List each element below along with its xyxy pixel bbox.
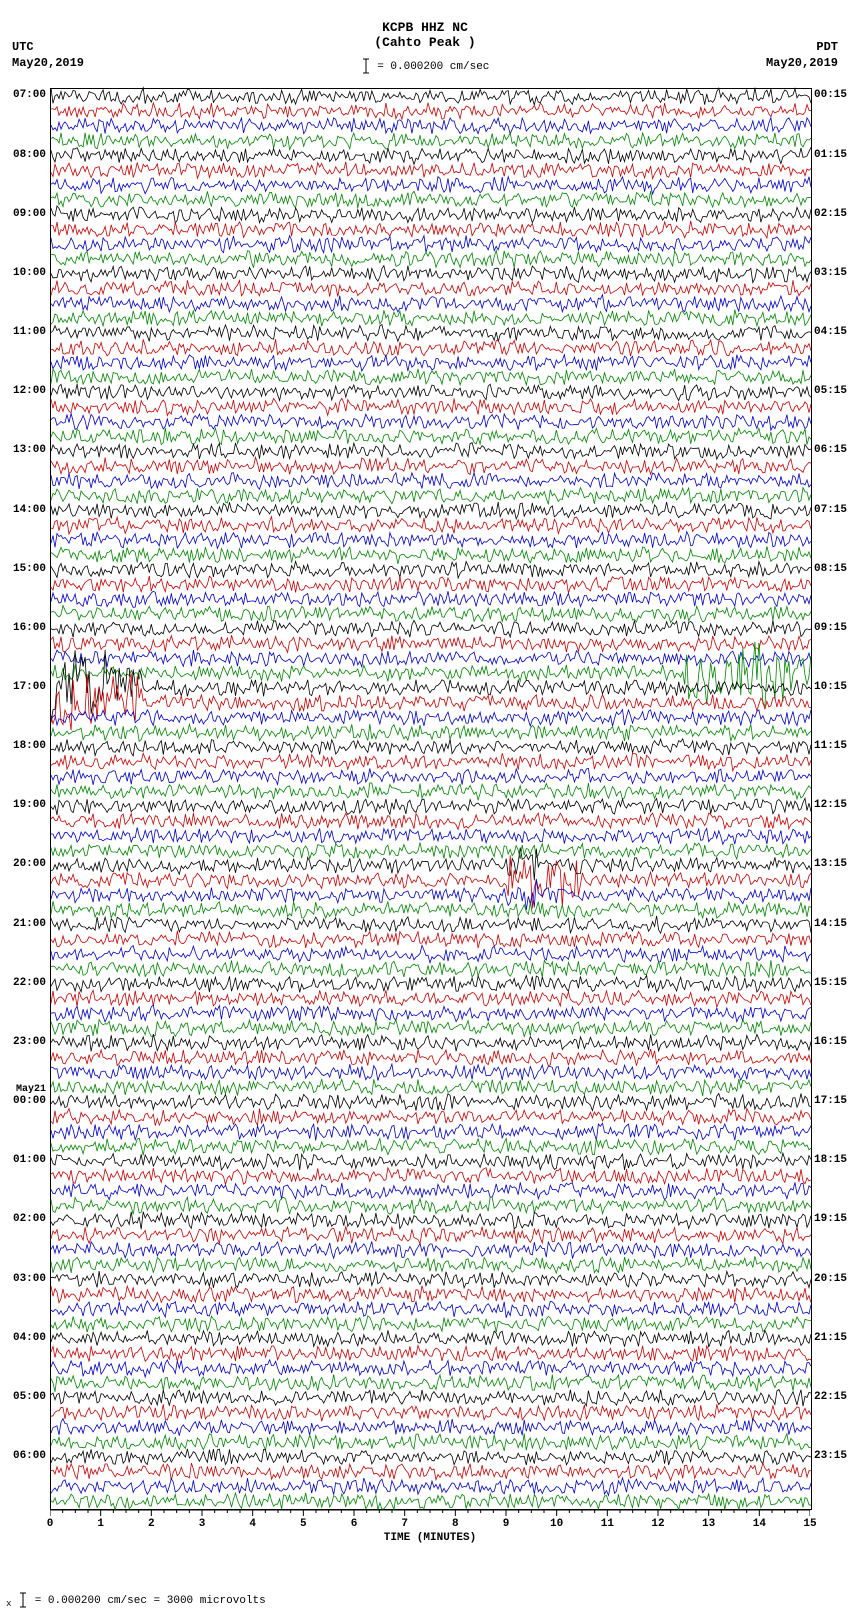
pdt-hour-label: 07:15 (814, 504, 850, 516)
pdt-hour-label: 21:15 (814, 1332, 850, 1344)
scale-text: = 0.000200 cm/sec (377, 61, 489, 73)
date-right: May20,2019 (766, 56, 838, 70)
footer-text: = 0.000200 cm/sec = 3000 microvolts (35, 1595, 266, 1607)
utc-hour-label: 15:00 (4, 563, 46, 575)
x-axis: 0123456789101112131415 TIME (MINUTES) (50, 1510, 810, 1550)
utc-hour-label: 05:00 (4, 1391, 46, 1403)
utc-hour-label: 20:00 (4, 858, 46, 870)
utc-hour-label: 13:00 (4, 444, 46, 456)
pdt-hour-label: 16:15 (814, 1036, 850, 1048)
x-tick-label: 0 (47, 1518, 54, 1530)
scale-bar-icon (361, 58, 371, 74)
utc-hour-label: 17:00 (4, 681, 46, 693)
utc-hour-label: 03:00 (4, 1273, 46, 1285)
x-tick-label: 12 (651, 1518, 664, 1530)
scale-label: = 0.000200 cm/sec (0, 58, 850, 74)
footer-scale-bar-icon (18, 1592, 28, 1608)
pdt-hour-label: 13:15 (814, 858, 850, 870)
station-title: KCPB HHZ NC (0, 0, 850, 35)
x-tick-label: 1 (97, 1518, 104, 1530)
day-change-label: May21 (4, 1084, 46, 1095)
utc-hour-label: 10:00 (4, 267, 46, 279)
x-tick-label: 8 (452, 1518, 459, 1530)
x-tick-label: 6 (351, 1518, 358, 1530)
utc-hour-label: 08:00 (4, 149, 46, 161)
pdt-hour-label: 02:15 (814, 208, 850, 220)
pdt-hour-label: 14:15 (814, 918, 850, 930)
timezone-right: PDT (816, 40, 838, 54)
pdt-hour-label: 04:15 (814, 326, 850, 338)
utc-hour-label: 18:00 (4, 740, 46, 752)
pdt-hour-label: 20:15 (814, 1273, 850, 1285)
x-tick-label: 5 (300, 1518, 307, 1530)
pdt-hour-label: 05:15 (814, 385, 850, 397)
pdt-hour-label: 03:15 (814, 267, 850, 279)
x-tick-label: 2 (148, 1518, 155, 1530)
pdt-hour-label: 23:15 (814, 1450, 850, 1462)
x-tick-label: 7 (401, 1518, 408, 1530)
x-tick-label: 10 (550, 1518, 563, 1530)
utc-hour-label: 06:00 (4, 1450, 46, 1462)
location-title: (Cahto Peak ) (0, 35, 850, 50)
utc-hour-label: 09:00 (4, 208, 46, 220)
pdt-hour-label: 10:15 (814, 681, 850, 693)
utc-hour-label: 16:00 (4, 622, 46, 634)
x-tick-label: 9 (503, 1518, 510, 1530)
utc-hour-label: 14:00 (4, 504, 46, 516)
pdt-hour-label: 08:15 (814, 563, 850, 575)
pdt-hour-label: 11:15 (814, 740, 850, 752)
pdt-hour-label: 12:15 (814, 799, 850, 811)
pdt-hour-label: 00:15 (814, 89, 850, 101)
utc-hour-label: 12:00 (4, 385, 46, 397)
utc-hour-label: 23:00 (4, 1036, 46, 1048)
pdt-hour-label: 06:15 (814, 444, 850, 456)
x-tick-label: 15 (803, 1518, 816, 1530)
utc-hour-label: 21:00 (4, 918, 46, 930)
x-tick-label: 13 (702, 1518, 715, 1530)
timezone-left: UTC (12, 40, 34, 54)
helicorder-plot (50, 88, 812, 1510)
pdt-hour-label: 19:15 (814, 1213, 850, 1225)
x-axis-ticks (50, 1510, 810, 1525)
footer-scale: x = 0.000200 cm/sec = 3000 microvolts (6, 1592, 266, 1609)
x-tick-label: 4 (249, 1518, 256, 1530)
utc-hour-label: 02:00 (4, 1213, 46, 1225)
pdt-hour-label: 17:15 (814, 1095, 850, 1107)
date-left: May20,2019 (12, 56, 84, 70)
pdt-hour-label: 09:15 (814, 622, 850, 634)
x-axis-label: TIME (MINUTES) (384, 1532, 476, 1544)
seismogram-container: KCPB HHZ NC (Cahto Peak ) = 0.000200 cm/… (0, 0, 850, 1613)
x-tick-label: 11 (601, 1518, 614, 1530)
utc-hour-label: 19:00 (4, 799, 46, 811)
pdt-hour-label: 22:15 (814, 1391, 850, 1403)
utc-hour-label: 07:00 (4, 89, 46, 101)
pdt-hour-label: 15:15 (814, 977, 850, 989)
utc-hour-label: 22:00 (4, 977, 46, 989)
pdt-hour-label: 18:15 (814, 1154, 850, 1166)
utc-hour-label: 04:00 (4, 1332, 46, 1344)
pdt-hour-label: 01:15 (814, 149, 850, 161)
utc-hour-label: 01:00 (4, 1154, 46, 1166)
x-tick-label: 3 (199, 1518, 206, 1530)
x-tick-label: 14 (753, 1518, 766, 1530)
utc-hour-label: 00:00 (4, 1095, 46, 1107)
seismic-trace (51, 89, 811, 1509)
utc-hour-label: 11:00 (4, 326, 46, 338)
